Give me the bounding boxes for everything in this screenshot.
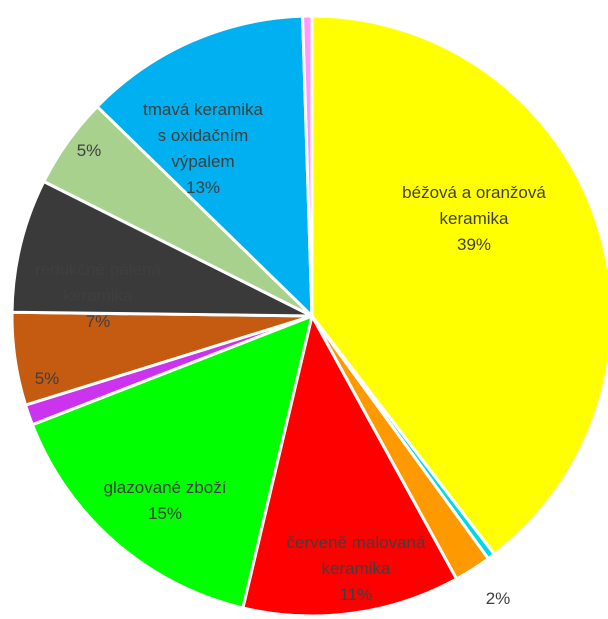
- slice-label-line-3: keramika: [322, 559, 392, 578]
- slice-label-line-4: glazované zboží: [104, 478, 227, 497]
- pie-slice-4: [30, 314, 314, 610]
- slice-percent-8: 5%: [77, 141, 102, 160]
- slice-label-line-9: tmavá keramika: [143, 100, 264, 119]
- pie-slice-3: [241, 314, 459, 618]
- slice-percent-0: 39%: [457, 235, 491, 254]
- slice-label-8: 5%: [77, 141, 102, 160]
- slice-percent-4: 15%: [148, 504, 182, 523]
- pie-slice-10: [301, 14, 314, 318]
- slice-percent-3: 11%: [340, 585, 373, 604]
- slice-label-3: červeně malovaná keramika 11%: [287, 533, 426, 604]
- slice-label-line-3: červeně malovaná: [287, 533, 426, 552]
- slice-percent-2: 2%: [486, 589, 511, 608]
- slice-label-9: tmavá keramika s oxidačním výpalem 13%: [143, 100, 264, 197]
- slice-label-line-0: béžová a oranžová: [402, 183, 546, 202]
- pie-slice-9: [95, 14, 314, 318]
- pie-slice-0: [310, 14, 608, 556]
- slice-percent-7: 7%: [86, 312, 111, 331]
- slice-label-line-9: výpalem: [171, 152, 234, 171]
- slice-label-line-7: keramika: [64, 286, 134, 305]
- slice-label-6: 5%: [35, 369, 60, 388]
- slice-label-4: glazované zboží 15%: [104, 478, 227, 523]
- slice-label-0: béžová a oranžová keramika 39%: [402, 183, 546, 254]
- slice-label-2: 2%: [486, 589, 511, 608]
- slice-label-line-9: s oxidačním: [158, 126, 249, 145]
- slice-percent-6: 5%: [35, 369, 60, 388]
- slice-label-line-7: redukčně pálená: [35, 260, 161, 279]
- slice-percent-9: 13%: [186, 178, 220, 197]
- slice-label-7: redukčně pálená keramika 7%: [35, 260, 161, 331]
- slice-label-line-0: keramika: [440, 209, 510, 228]
- pie-slice-7: [10, 179, 314, 318]
